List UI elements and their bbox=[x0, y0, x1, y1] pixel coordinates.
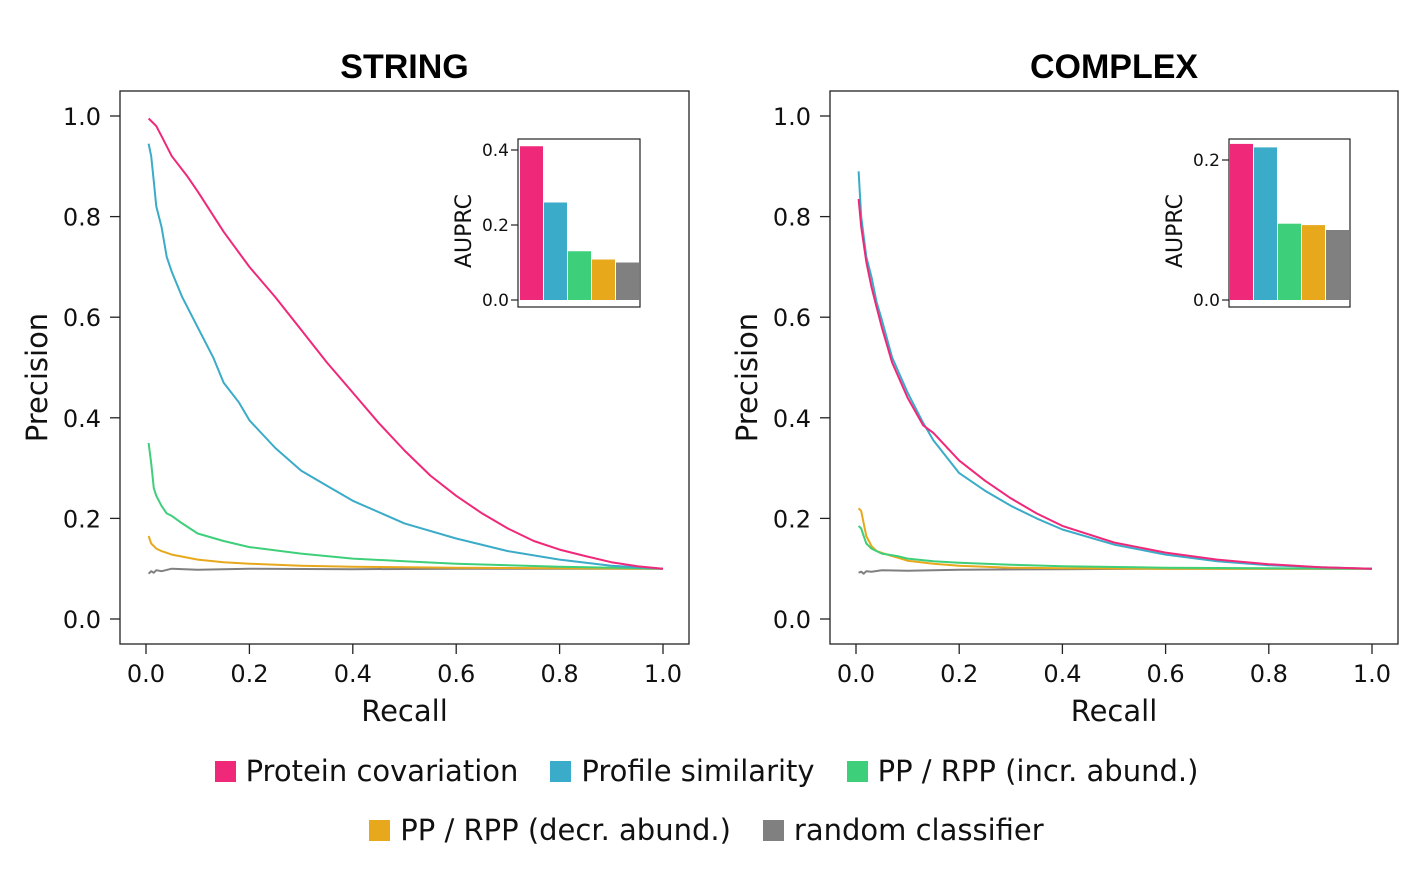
series-line-pp-rpp-decr-abund bbox=[857, 507, 1372, 570]
x-tick-label: 0.8 bbox=[541, 660, 579, 688]
legend-item-pp-rpp-decr: PP / RPP (decr. abund.) bbox=[369, 813, 731, 847]
inset-y-tick-label: 0.4 bbox=[482, 141, 509, 161]
y-axis-label: Precision bbox=[730, 313, 764, 442]
x-tick-label: 1.0 bbox=[644, 660, 682, 688]
legend-swatch-pp-rpp-incr bbox=[846, 760, 868, 782]
legend-label-profile-similarity: Profile similarity bbox=[581, 754, 815, 788]
series-line-protein-covariation bbox=[857, 198, 1373, 570]
series-line-random-classifier bbox=[147, 567, 663, 575]
plot-frame bbox=[829, 90, 1399, 645]
x-tick-label: 0.4 bbox=[1043, 660, 1081, 688]
x-tick-label: 0.4 bbox=[334, 660, 372, 688]
inset-bar-pp-rpp-decr-abund bbox=[1302, 225, 1325, 300]
x-tick-label: 0.2 bbox=[940, 660, 978, 688]
y-tick-label: 0.0 bbox=[773, 606, 811, 634]
inset-y-tick-label: 0.0 bbox=[482, 291, 509, 311]
series-line-pp-rpp-incr-abund bbox=[857, 525, 1373, 570]
chart-title: STRING bbox=[340, 48, 468, 86]
inset-y-axis-label: AUPRC bbox=[452, 194, 477, 268]
series-line-pp-rpp-incr-abund bbox=[147, 442, 664, 570]
legend-swatch-profile-similarity bbox=[550, 760, 572, 782]
y-tick-label: 0.2 bbox=[63, 505, 101, 533]
x-tick-label: 0.0 bbox=[837, 660, 875, 688]
y-tick-label: 1.0 bbox=[773, 103, 811, 131]
y-tick-label: 0.4 bbox=[63, 405, 101, 433]
legend-label-pp-rpp-decr: PP / RPP (decr. abund.) bbox=[400, 813, 731, 847]
x-axis-label: Recall bbox=[1071, 694, 1158, 728]
inset-bar-pp-rpp-incr-abund bbox=[568, 251, 591, 300]
series-line-profile-similarity bbox=[147, 143, 664, 570]
inset-y-tick-label: 0.2 bbox=[1193, 151, 1220, 171]
x-tick-label: 0.8 bbox=[1250, 660, 1288, 688]
inset-auprc-complex: 0.0 0.2 AUPRC bbox=[1163, 138, 1351, 311]
inset-bar-pp-rpp-incr-abund bbox=[1278, 223, 1301, 300]
inset-bar-random-classifier bbox=[616, 262, 639, 300]
inset-y-tick-label: 0.2 bbox=[482, 216, 509, 236]
legend-swatch-protein-covariation bbox=[214, 760, 236, 782]
inset-bar-protein-covariation bbox=[520, 146, 543, 300]
y-tick-label: 0.8 bbox=[63, 204, 101, 232]
legend-label-random-classifier: random classifier bbox=[793, 813, 1044, 847]
x-axis-label: Recall bbox=[361, 694, 448, 728]
inset-bar-pp-rpp-decr-abund bbox=[592, 259, 615, 300]
plot-frame bbox=[119, 90, 690, 645]
series-line-profile-similarity bbox=[857, 171, 1373, 570]
y-tick-label: 1.0 bbox=[63, 103, 101, 131]
legend-item-random-classifier: random classifier bbox=[762, 813, 1044, 847]
inset-y-tick-label: 0.0 bbox=[1193, 291, 1220, 311]
figure: STRING 0.0 0.2 0.4 0.6 0.8 1.0 0.0 0.2 0.4 0.6 0.8 1… bbox=[20, 48, 1399, 728]
legend-swatch-pp-rpp-decr bbox=[369, 819, 391, 841]
legend-item-protein-covariation: Protein covariation bbox=[214, 754, 519, 788]
series-line-protein-covariation bbox=[147, 117, 664, 570]
legend-item-pp-rpp-incr: PP / RPP (incr. abund.) bbox=[846, 754, 1199, 788]
x-tick-label: 0.2 bbox=[230, 660, 268, 688]
x-tick-label: 1.0 bbox=[1353, 660, 1391, 688]
chart-title: COMPLEX bbox=[1030, 48, 1198, 86]
inset-bar-protein-covariation bbox=[1230, 143, 1253, 300]
inset-bar-profile-similarity bbox=[544, 202, 567, 300]
legend-row-2: PP / RPP (decr. abund.) random classifie… bbox=[0, 813, 1413, 847]
inset-bar-profile-similarity bbox=[1254, 147, 1277, 300]
inset-bar-random-classifier bbox=[1326, 230, 1349, 300]
panel-string: STRING 0.0 0.2 0.4 0.6 0.8 1.0 0.0 0.2 0.4 0.6 0.8 1… bbox=[20, 48, 690, 728]
y-tick-label: 0.0 bbox=[63, 606, 101, 634]
x-tick-label: 0.6 bbox=[1147, 660, 1185, 688]
legend-item-profile-similarity: Profile similarity bbox=[550, 754, 815, 788]
x-tick-label: 0.0 bbox=[127, 660, 165, 688]
legend-row-1: Protein covariation Profile similarity P… bbox=[0, 754, 1413, 788]
y-tick-label: 0.8 bbox=[773, 204, 811, 232]
y-tick-label: 0.4 bbox=[773, 405, 811, 433]
y-tick-label: 0.6 bbox=[63, 304, 101, 332]
series-line-pp-rpp-decr-abund bbox=[147, 535, 664, 570]
panel-complex: COMPLEX 0.0 0.2 0.4 0.6 0.8 1.0 0.0 0.2 0.4 0.6 0.8… bbox=[730, 48, 1399, 728]
legend-label-protein-covariation: Protein covariation bbox=[245, 754, 519, 788]
y-tick-label: 0.6 bbox=[773, 304, 811, 332]
legend-label-pp-rpp-incr: PP / RPP (incr. abund.) bbox=[877, 754, 1199, 788]
inset-auprc-string: 0.0 0.2 0.4 AUPRC bbox=[452, 138, 641, 311]
legend-swatch-random-classifier bbox=[762, 819, 784, 841]
y-tick-label: 0.2 bbox=[773, 505, 811, 533]
legend: Protein covariation Profile similarity P… bbox=[0, 740, 1413, 879]
inset-y-axis-label: AUPRC bbox=[1163, 194, 1188, 268]
y-axis-label: Precision bbox=[20, 313, 54, 442]
x-tick-label: 0.6 bbox=[437, 660, 475, 688]
